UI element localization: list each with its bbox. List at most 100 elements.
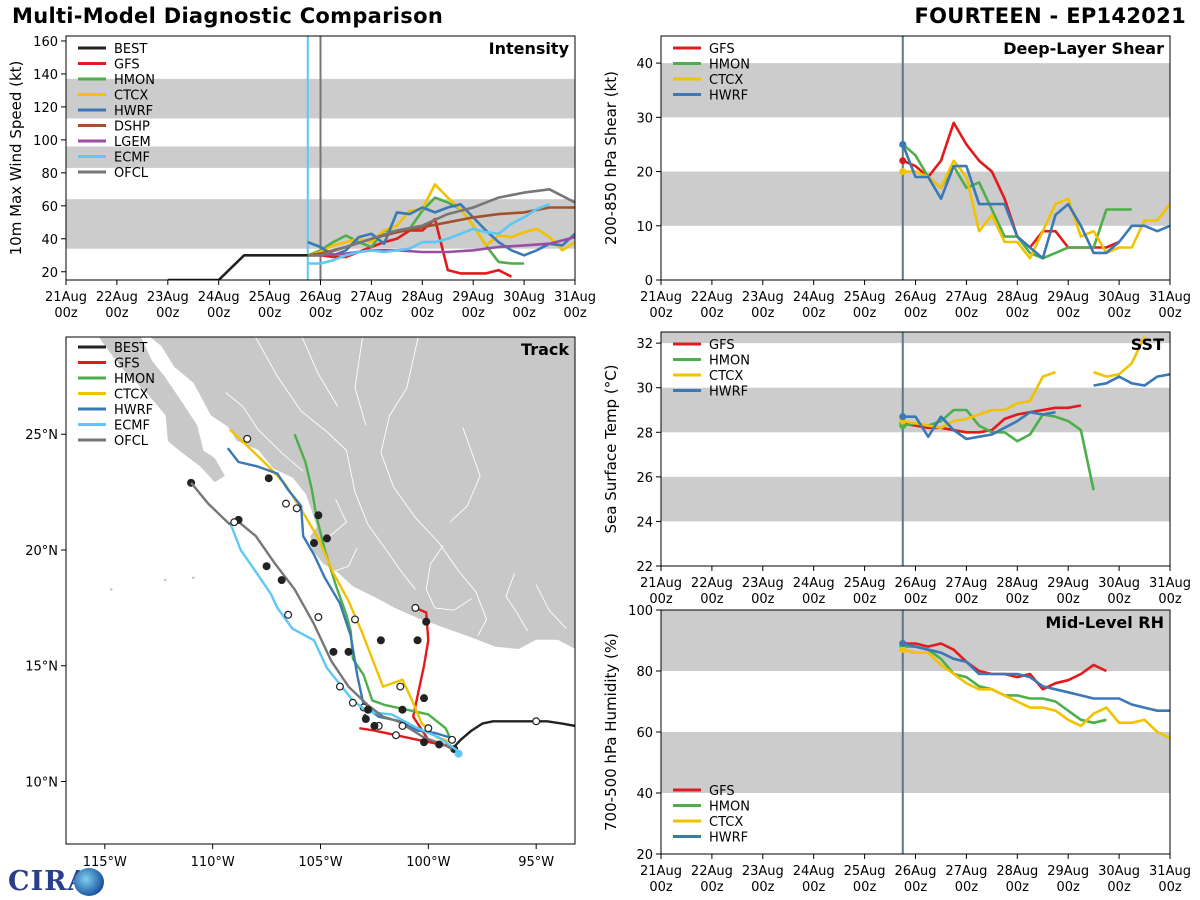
page-title: Multi-Model Diagnostic Comparison [12, 4, 444, 28]
y-tick-label: 26 [636, 471, 653, 486]
x-tick-label: 31Aug [1149, 290, 1191, 305]
track-position-marker [370, 721, 379, 730]
x-tick-label: 00z [54, 306, 78, 321]
y-tick-label: 24 [636, 515, 653, 530]
x-tick-label: 00z [1057, 592, 1081, 607]
lon-tick-label: 115°W [83, 855, 127, 870]
series-line-lgem [307, 235, 575, 257]
panel-title: Track [521, 340, 569, 359]
track-position-marker [284, 610, 293, 619]
track-position-marker [413, 636, 422, 645]
x-tick-label: 31Aug [1149, 576, 1191, 591]
legend-label: GFS [709, 338, 735, 353]
y-tick-label: 160 [33, 35, 58, 50]
legend-label: HWRF [709, 385, 748, 400]
lat-tick-label: 20°N [25, 544, 58, 559]
track-position-marker [391, 731, 400, 740]
x-tick-label: 21Aug [640, 290, 682, 305]
land-baja [97, 337, 227, 484]
track-position-marker [344, 647, 353, 656]
x-tick-label: 25Aug [844, 576, 886, 591]
x-tick-label: 00z [105, 306, 129, 321]
track-position-marker [329, 647, 338, 656]
x-tick-label: 21Aug [640, 864, 682, 879]
x-tick-label: 00z [802, 880, 826, 895]
legend-label: CTCX [114, 388, 148, 403]
legend-label: HWRF [114, 403, 153, 418]
x-tick-label: 30Aug [1098, 290, 1140, 305]
track-chart: 10°N 15°N 20°N 25°N 115°W 110°W 105°W 100°W 95°W… [25, 336, 576, 870]
y-tick-label: 40 [636, 787, 653, 802]
x-tick-label: 00z [207, 306, 231, 321]
island [163, 578, 167, 582]
intensity-chart: 2040608010012014016021Aug00z22Aug00z23Au… [7, 35, 596, 321]
series-start-marker [899, 157, 907, 165]
y-tick-label: 100 [628, 604, 653, 619]
x-tick-label: 00z [700, 592, 724, 607]
x-tick-label: 00z [955, 880, 979, 895]
series-line-hwrf [902, 642, 1170, 712]
y-tick-label: 30 [636, 111, 653, 126]
x-tick-label: 00z [156, 306, 180, 321]
lat-tick-label: 25°N [25, 428, 58, 443]
x-tick-label: 00z [360, 306, 384, 321]
panel-title: Deep-Layer Shear [1003, 39, 1164, 58]
y-tick-label: 30 [636, 382, 653, 397]
track-position-marker [420, 694, 429, 703]
x-tick-label: 24Aug [793, 576, 835, 591]
x-tick-label: 00z [904, 592, 928, 607]
y-axis-label: 200-850 hPa Shear (kt) [602, 71, 620, 245]
x-tick-label: 00z [955, 592, 979, 607]
track-position-marker [424, 724, 433, 733]
legend-label: HWRF [709, 831, 748, 846]
x-tick-label: 29Aug [1047, 576, 1089, 591]
island [191, 576, 195, 580]
x-tick-label: 00z [649, 592, 673, 607]
y-tick-label: 20 [636, 848, 653, 863]
series-line-best [167, 254, 308, 280]
y-axis-label: 10m Max Wind Speed (kt) [7, 61, 25, 256]
y-tick-label: 60 [41, 200, 58, 215]
x-tick-label: 00z [649, 880, 673, 895]
y-tick-label: 10 [636, 220, 653, 235]
x-tick-label: 00z [1107, 880, 1131, 895]
track-position-marker [361, 714, 370, 723]
legend-label: GFS [709, 784, 735, 799]
lon-tick-label: 100°W [406, 855, 450, 870]
series-line-hwrf [902, 373, 1170, 441]
y-tick-label: 120 [33, 101, 58, 116]
shaded-band [661, 63, 1170, 118]
track-position-marker [310, 539, 319, 548]
x-tick-label: 00z [853, 592, 877, 607]
lon-tick-label: 110°W [191, 855, 235, 870]
lon-tick-label: 105°W [298, 855, 342, 870]
x-tick-label: 00z [1107, 306, 1131, 321]
cira-logo: CIRA [4, 866, 108, 898]
track-position-marker [230, 518, 239, 527]
x-tick-label: 27Aug [945, 576, 987, 591]
track-position-marker [398, 705, 407, 714]
state-border [449, 427, 481, 523]
state-border [354, 337, 367, 426]
x-tick-label: 22Aug [691, 576, 733, 591]
track-position-marker [281, 499, 290, 508]
legend-label: ECMF [114, 151, 150, 166]
x-tick-label: 00z [751, 880, 775, 895]
x-tick-label: 26Aug [895, 864, 937, 879]
track-position-marker [262, 562, 271, 571]
x-tick-label: 00z [700, 880, 724, 895]
series-start-marker [899, 168, 907, 176]
shaded-band [661, 476, 1170, 522]
x-tick-label: 28Aug [401, 290, 443, 305]
x-tick-label: 00z [309, 306, 333, 321]
x-tick-label: 00z [1158, 880, 1182, 895]
series-start-marker [899, 646, 907, 654]
x-tick-label: 27Aug [945, 864, 987, 879]
storm-id-title: FOURTEEN - EP142021 [914, 4, 1186, 28]
x-tick-label: 00z [1158, 306, 1182, 321]
legend-label: HMON [114, 73, 155, 88]
y-tick-label: 28 [636, 426, 653, 441]
y-tick-label: 80 [41, 167, 58, 182]
legend-label: CTCX [709, 369, 743, 384]
legend-label: HWRF [114, 104, 153, 119]
